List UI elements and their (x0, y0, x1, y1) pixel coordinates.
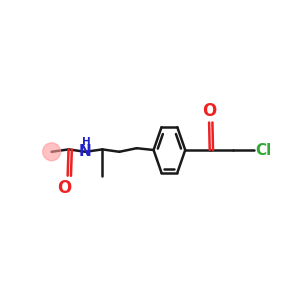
Text: H: H (82, 137, 91, 147)
Text: O: O (58, 179, 72, 197)
Text: Cl: Cl (256, 142, 272, 158)
Text: O: O (202, 101, 216, 119)
Text: N: N (79, 144, 92, 159)
Circle shape (43, 143, 61, 161)
